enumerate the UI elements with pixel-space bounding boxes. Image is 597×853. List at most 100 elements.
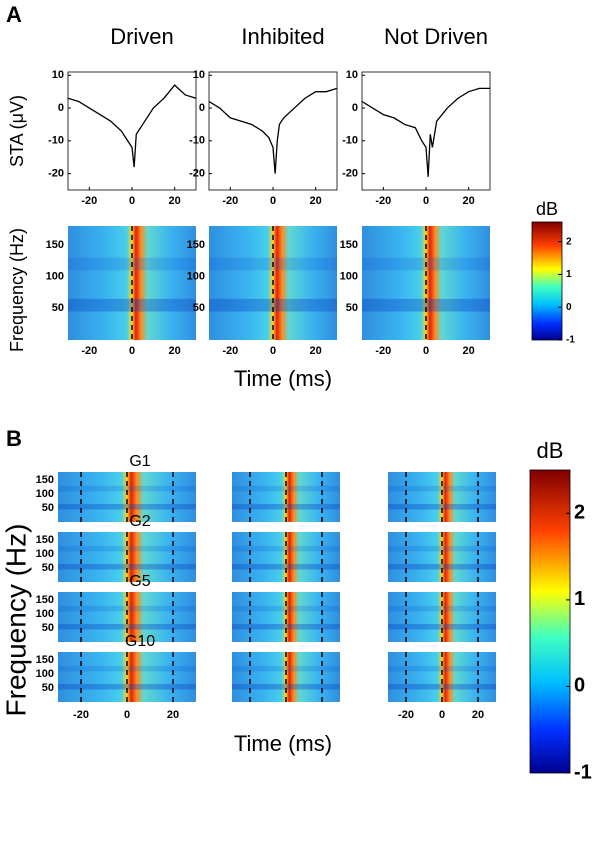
heatmap-band <box>232 623 340 630</box>
x-tick-label: -20 <box>222 195 238 207</box>
x-tick-label: -20 <box>375 195 391 207</box>
heatmap-band <box>58 485 196 492</box>
heatmap-band <box>232 503 340 510</box>
heatmap <box>232 592 340 642</box>
heatmap-band <box>232 683 340 690</box>
colorbar <box>529 469 571 774</box>
colorbar-tick-label: 0 <box>574 675 585 697</box>
x-tick-label: 0 <box>270 195 276 207</box>
y-tick-label: 100 <box>46 271 64 283</box>
y-tick-label: 50 <box>52 302 64 314</box>
x-tick-label: 20 <box>463 195 475 207</box>
y-tick-label: 150 <box>36 474 54 486</box>
heatmap-band <box>58 545 196 552</box>
colorbar-tick-label: 1 <box>566 269 572 280</box>
heatmap-band <box>388 683 496 690</box>
y-tick-label: 150 <box>36 654 54 666</box>
y-tick-label: 150 <box>187 239 205 251</box>
y-tick-label: 100 <box>36 608 54 620</box>
colorbar-tick-label: -1 <box>574 761 592 783</box>
y-tick-label: 0 <box>352 102 358 114</box>
heatmap-band <box>232 665 340 672</box>
heatmap-band <box>388 545 496 552</box>
heatmap-band <box>388 503 496 510</box>
heatmap-band <box>388 665 496 672</box>
colorbar <box>531 221 563 341</box>
y-tick-label: 150 <box>46 239 64 251</box>
heatmap <box>388 472 496 522</box>
y-tick-label: 100 <box>36 668 54 680</box>
y-tick-label: -20 <box>342 168 358 180</box>
y-tick-label: -20 <box>48 168 64 180</box>
column-title: Not Driven <box>384 24 488 49</box>
colorbar-tick-label: 2 <box>566 236 572 247</box>
y-tick-label: 150 <box>340 239 358 251</box>
x-tick-label: 0 <box>439 709 445 721</box>
axes <box>67 71 197 191</box>
heatmap-band <box>232 545 340 552</box>
axes <box>208 71 338 191</box>
row-label: G10 <box>125 633 155 650</box>
heatmap <box>58 592 196 642</box>
sta-line <box>361 87 490 177</box>
axes <box>361 71 491 191</box>
x-tick-label: 20 <box>472 709 484 721</box>
heatmap <box>58 532 196 582</box>
heatmap-band <box>232 485 340 492</box>
colorbar-tick-label: 2 <box>574 502 585 524</box>
heatmap <box>232 652 340 702</box>
x-tick-label: 0 <box>129 195 135 207</box>
heatmap-band <box>58 623 196 630</box>
heatmap <box>58 472 196 522</box>
x-tick-label: 0 <box>270 345 276 357</box>
heatmap-band <box>388 605 496 612</box>
y-axis-label: Frequency (Hz) <box>0 524 31 717</box>
sta-line <box>208 87 338 174</box>
y-tick-label: 10 <box>52 69 64 81</box>
heatmap-band <box>58 503 196 510</box>
column-title: Driven <box>110 24 174 49</box>
x-tick-label: -20 <box>375 345 391 357</box>
y-tick-label: -10 <box>342 135 358 147</box>
y-tick-label: 50 <box>346 302 358 314</box>
heatmap-band <box>388 485 496 492</box>
row-label: G1 <box>129 453 150 470</box>
panel-label: A <box>6 2 22 27</box>
panel-label: B <box>6 426 22 451</box>
x-tick-label: -20 <box>73 709 89 721</box>
heatmap-band <box>362 298 490 312</box>
heatmap-band <box>58 605 196 612</box>
heatmap-band <box>388 563 496 570</box>
heatmap-band <box>58 665 196 672</box>
x-tick-label: -20 <box>81 195 97 207</box>
sta-line <box>67 84 197 168</box>
x-tick-label: -20 <box>398 709 414 721</box>
y-tick-label: 0 <box>58 102 64 114</box>
heatmap-band <box>232 563 340 570</box>
x-tick-label: 0 <box>423 195 429 207</box>
x-tick-label: 0 <box>423 345 429 357</box>
y-tick-label: 50 <box>42 562 54 574</box>
heatmap <box>232 472 340 522</box>
row-label: G2 <box>129 513 150 530</box>
column-title: Inhibited <box>241 24 324 49</box>
y-tick-label: 100 <box>36 548 54 560</box>
x-tick-label: 20 <box>463 345 475 357</box>
y-tick-label: 100 <box>340 271 358 283</box>
y-tick-label: -20 <box>189 168 205 180</box>
y-tick-label: 150 <box>36 534 54 546</box>
x-axis-label: Time (ms) <box>234 731 332 756</box>
y-tick-label: 100 <box>187 271 205 283</box>
heatmap <box>232 532 340 582</box>
y-tick-label: 0 <box>199 102 205 114</box>
heatmap-band <box>68 298 196 312</box>
row-label: G5 <box>129 573 150 590</box>
colorbar-tick-label: 1 <box>574 588 585 610</box>
y-tick-label: -10 <box>48 135 64 147</box>
y-tick-label: 100 <box>36 488 54 500</box>
x-tick-label: 0 <box>124 709 130 721</box>
colorbar-tick-label: 0 <box>566 302 572 313</box>
x-tick-label: 20 <box>169 195 181 207</box>
heatmap <box>388 592 496 642</box>
